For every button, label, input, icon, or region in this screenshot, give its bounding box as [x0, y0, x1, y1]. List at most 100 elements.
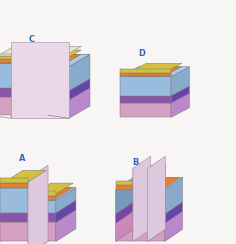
Polygon shape: [128, 67, 182, 76]
Polygon shape: [0, 88, 48, 97]
Text: D: D: [138, 49, 145, 58]
Polygon shape: [0, 43, 60, 56]
Polygon shape: [0, 63, 48, 88]
Polygon shape: [16, 54, 78, 66]
Polygon shape: [120, 103, 171, 117]
Polygon shape: [11, 54, 90, 66]
Polygon shape: [28, 213, 56, 223]
Polygon shape: [0, 183, 28, 188]
Polygon shape: [148, 190, 165, 214]
Polygon shape: [0, 188, 28, 213]
Polygon shape: [134, 165, 164, 178]
Polygon shape: [28, 196, 56, 200]
Polygon shape: [19, 50, 81, 62]
Polygon shape: [48, 85, 69, 115]
Polygon shape: [118, 178, 149, 190]
Polygon shape: [171, 93, 189, 117]
Polygon shape: [116, 214, 133, 223]
Polygon shape: [16, 57, 57, 66]
Polygon shape: [31, 188, 73, 200]
Polygon shape: [0, 175, 20, 213]
Text: B: B: [132, 158, 139, 167]
Polygon shape: [133, 211, 148, 242]
Polygon shape: [148, 165, 165, 202]
Polygon shape: [56, 200, 76, 223]
Polygon shape: [19, 54, 81, 66]
Polygon shape: [133, 165, 165, 178]
Polygon shape: [0, 178, 28, 183]
Polygon shape: [148, 190, 165, 211]
Polygon shape: [0, 175, 48, 188]
Polygon shape: [148, 178, 182, 190]
Polygon shape: [28, 191, 56, 196]
Polygon shape: [148, 181, 165, 185]
Polygon shape: [120, 76, 171, 96]
Polygon shape: [69, 54, 90, 91]
Polygon shape: [11, 59, 69, 62]
Polygon shape: [11, 57, 69, 59]
Polygon shape: [116, 223, 133, 242]
Polygon shape: [11, 91, 69, 100]
Polygon shape: [48, 76, 69, 97]
Polygon shape: [16, 54, 78, 66]
Polygon shape: [148, 199, 165, 242]
Polygon shape: [133, 202, 148, 211]
Polygon shape: [56, 210, 76, 242]
Polygon shape: [0, 213, 28, 223]
Polygon shape: [11, 54, 90, 66]
Polygon shape: [0, 51, 60, 63]
Polygon shape: [3, 175, 46, 188]
Polygon shape: [16, 54, 78, 66]
Polygon shape: [120, 67, 189, 76]
Polygon shape: [120, 96, 171, 103]
Polygon shape: [0, 223, 28, 242]
Polygon shape: [0, 200, 20, 223]
Polygon shape: [148, 223, 165, 242]
Polygon shape: [120, 73, 171, 76]
Polygon shape: [148, 214, 165, 223]
Polygon shape: [133, 178, 148, 202]
Polygon shape: [116, 181, 133, 185]
Polygon shape: [28, 223, 56, 242]
Polygon shape: [116, 178, 151, 190]
Polygon shape: [149, 178, 180, 190]
Polygon shape: [116, 211, 133, 242]
Polygon shape: [116, 190, 133, 214]
Polygon shape: [69, 88, 90, 118]
Polygon shape: [11, 62, 69, 66]
Polygon shape: [28, 165, 48, 244]
Text: A: A: [19, 154, 25, 163]
Polygon shape: [171, 67, 189, 96]
Polygon shape: [48, 51, 69, 88]
Polygon shape: [128, 63, 182, 73]
Polygon shape: [133, 156, 151, 242]
Polygon shape: [133, 173, 148, 178]
Polygon shape: [116, 178, 133, 214]
Polygon shape: [11, 100, 69, 118]
Polygon shape: [120, 69, 171, 73]
Polygon shape: [171, 86, 189, 103]
Polygon shape: [11, 66, 69, 91]
Polygon shape: [3, 170, 46, 183]
Polygon shape: [165, 202, 182, 223]
Polygon shape: [116, 185, 133, 190]
Polygon shape: [28, 188, 76, 200]
Text: C: C: [29, 35, 35, 44]
Polygon shape: [0, 47, 60, 59]
Polygon shape: [0, 54, 48, 56]
Polygon shape: [28, 200, 56, 213]
Polygon shape: [56, 188, 76, 213]
Polygon shape: [0, 51, 69, 63]
Polygon shape: [148, 185, 165, 190]
Polygon shape: [69, 79, 90, 100]
Polygon shape: [0, 56, 48, 59]
Polygon shape: [116, 202, 133, 223]
Polygon shape: [165, 211, 182, 242]
Polygon shape: [0, 59, 48, 63]
Polygon shape: [165, 178, 182, 214]
Polygon shape: [31, 183, 73, 196]
Polygon shape: [0, 97, 48, 115]
Polygon shape: [148, 156, 165, 242]
Polygon shape: [11, 42, 69, 118]
Polygon shape: [133, 168, 148, 173]
